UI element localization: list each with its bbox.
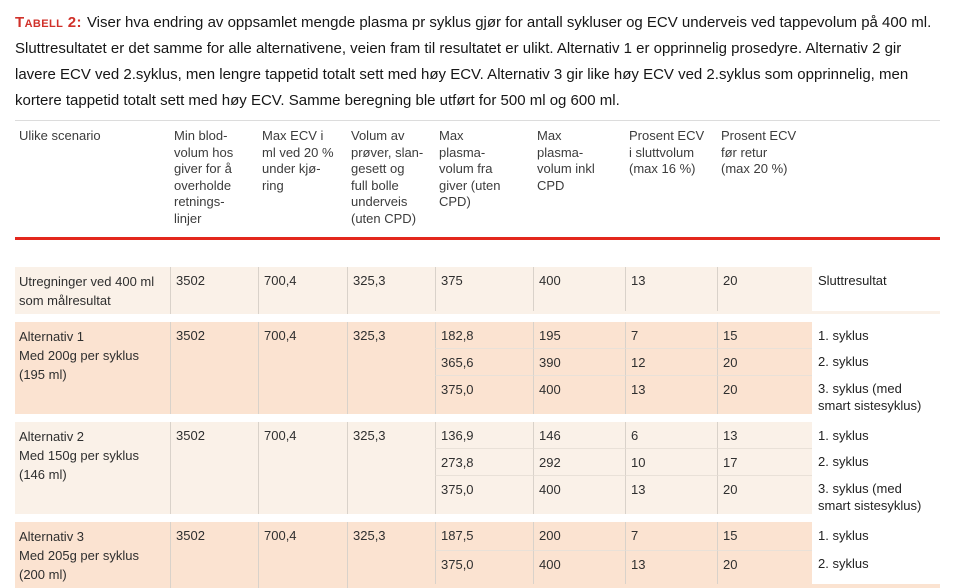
scenario-cell: Alternativ 3 Med 205g per syklus (200 ml… <box>19 529 139 582</box>
plasma-uten-cpd-value: 273,8 <box>435 448 533 475</box>
col-header-ulike-scenario: Ulike scenario <box>19 128 101 143</box>
cycle-row: 273,8 292 10 17 2. syklus <box>435 448 940 475</box>
prosent-ecv-sluttvolum-value: 13 <box>625 475 717 514</box>
max-ecv-value: 700,4 <box>258 267 347 314</box>
data-table: Ulike scenario Min blod- volum hos giver… <box>15 120 940 588</box>
prosent-ecv-for-retur-value: 20 <box>717 348 812 375</box>
plasma-uten-cpd-value: 375,0 <box>435 550 533 584</box>
prosent-ecv-sluttvolum-value: 7 <box>625 322 717 348</box>
prosent-ecv-for-retur-value: 13 <box>717 422 812 448</box>
plasma-uten-cpd-value: 365,6 <box>435 348 533 375</box>
plasma-uten-cpd-value: 375,0 <box>435 475 533 514</box>
min-blodvolum-value: 3502 <box>170 422 258 514</box>
plasma-inkl-cpd-value: 400 <box>533 375 625 414</box>
col-header-max-plasma-uten-cpd: Max plasma- volum fra giver (uten CPD) <box>439 128 501 209</box>
prosent-ecv-for-retur-value: 20 <box>717 375 812 414</box>
col-header-max-plasma-inkl-cpd: Max plasma- volum inkl CPD <box>537 128 595 193</box>
volum-prover-value: 325,3 <box>347 267 435 314</box>
prosent-ecv-sluttvolum-value: 7 <box>625 522 717 550</box>
col-header-volum-prover: Volum av prøver, slan- gesett og full bo… <box>351 128 424 226</box>
scenario-cell: Utregninger ved 400 ml som målresultat <box>19 274 155 308</box>
cycle-row: 182,8 195 7 15 1. syklus <box>435 322 940 348</box>
min-blodvolum-value: 3502 <box>170 522 258 588</box>
plasma-uten-cpd-value: 182,8 <box>435 322 533 348</box>
plasma-uten-cpd-value: 375 <box>435 267 533 311</box>
plasma-uten-cpd-value: 136,9 <box>435 422 533 448</box>
scenario-cell: Alternativ 2 Med 150g per syklus (146 ml… <box>19 429 139 482</box>
table-row-alternativ-3: Alternativ 3 Med 205g per syklus (200 ml… <box>15 522 940 588</box>
table-row-utregninger-400ml: Utregninger ved 400 ml som målresultat 3… <box>15 267 940 314</box>
min-blodvolum-value: 3502 <box>170 267 258 314</box>
table-row-alternativ-2: Alternativ 2 Med 150g per syklus (146 ml… <box>15 422 940 514</box>
prosent-ecv-sluttvolum-value: 13 <box>625 375 717 414</box>
prosent-ecv-sluttvolum-value: 6 <box>625 422 717 448</box>
cycle-row: 375,0 400 13 20 2. syklus <box>435 550 940 584</box>
col-header-min-blodvolum: Min blod- volum hos giver for å overhold… <box>174 128 234 226</box>
cycle-label: 2. syklus <box>812 348 940 375</box>
plasma-inkl-cpd-value: 400 <box>533 267 625 311</box>
plasma-inkl-cpd-value: 390 <box>533 348 625 375</box>
max-ecv-value: 700,4 <box>258 422 347 514</box>
volum-prover-value: 325,3 <box>347 322 435 414</box>
volum-prover-value: 325,3 <box>347 422 435 514</box>
cycle-label: 1. syklus <box>812 422 940 448</box>
col-header-max-ecv: Max ECV i ml ved 20 % under kjø- ring <box>262 128 334 193</box>
plasma-inkl-cpd-value: 400 <box>533 475 625 514</box>
max-ecv-value: 700,4 <box>258 322 347 414</box>
scenario-cell: Alternativ 1 Med 200g per syklus (195 ml… <box>19 329 139 382</box>
table-caption: Tabell 2: Viser hva endring av oppsamlet … <box>15 10 944 114</box>
volum-prover-value: 325,3 <box>347 522 435 588</box>
cycle-label: 2. syklus <box>812 448 940 475</box>
cycle-label: 3. syklus (med smart sistesyklus) <box>812 475 940 514</box>
caption-label: Tabell 2: <box>15 14 82 31</box>
cycle-subtable: 375 400 13 20 Sluttresultat <box>435 267 940 314</box>
caption-text: Viser hva endring av oppsamlet mengde pl… <box>15 14 932 109</box>
prosent-ecv-sluttvolum-value: 13 <box>625 550 717 584</box>
plasma-inkl-cpd-value: 292 <box>533 448 625 475</box>
prosent-ecv-for-retur-value: 20 <box>717 267 812 311</box>
plasma-inkl-cpd-value: 195 <box>533 322 625 348</box>
cycle-label: 3. syklus (med smart sistesyklus) <box>812 375 940 414</box>
cycle-label: 1. syklus <box>812 322 940 348</box>
cycle-row: 375,0 400 13 20 3. syklus (med smart sis… <box>435 375 940 414</box>
max-ecv-value: 700,4 <box>258 522 347 588</box>
cycle-subtable: 136,9 146 6 13 1. syklus 273,8 292 10 17… <box>435 422 940 514</box>
cycle-row: 136,9 146 6 13 1. syklus <box>435 422 940 448</box>
prosent-ecv-sluttvolum-value: 10 <box>625 448 717 475</box>
cycle-label: 2. syklus <box>812 550 940 584</box>
prosent-ecv-for-retur-value: 15 <box>717 322 812 348</box>
table-header-row: Ulike scenario Min blod- volum hos giver… <box>15 120 940 240</box>
cycle-label: Sluttresultat <box>812 267 940 311</box>
plasma-inkl-cpd-value: 400 <box>533 550 625 584</box>
cycle-label: 1. syklus <box>812 522 940 550</box>
prosent-ecv-for-retur-value: 20 <box>717 550 812 584</box>
prosent-ecv-for-retur-value: 15 <box>717 522 812 550</box>
plasma-uten-cpd-value: 187,5 <box>435 522 533 550</box>
cycle-row: 375,0 400 13 20 3. syklus (med smart sis… <box>435 475 940 514</box>
min-blodvolum-value: 3502 <box>170 322 258 414</box>
col-header-prosent-ecv-for-retur: Prosent ECV før retur (max 20 %) <box>721 128 797 176</box>
cycle-subtable: 182,8 195 7 15 1. syklus 365,6 390 12 20… <box>435 322 940 414</box>
plasma-uten-cpd-value: 375,0 <box>435 375 533 414</box>
cycle-subtable: 187,5 200 7 15 1. syklus 375,0 400 13 20… <box>435 522 940 588</box>
prosent-ecv-sluttvolum-value: 13 <box>625 267 717 311</box>
plasma-inkl-cpd-value: 146 <box>533 422 625 448</box>
prosent-ecv-sluttvolum-value: 12 <box>625 348 717 375</box>
cycle-row: 365,6 390 12 20 2. syklus <box>435 348 940 375</box>
plasma-inkl-cpd-value: 200 <box>533 522 625 550</box>
cycle-row: 187,5 200 7 15 1. syklus <box>435 522 940 550</box>
cycle-row: 375 400 13 20 Sluttresultat <box>435 267 940 311</box>
table-row-alternativ-1: Alternativ 1 Med 200g per syklus (195 ml… <box>15 322 940 414</box>
prosent-ecv-for-retur-value: 17 <box>717 448 812 475</box>
col-header-prosent-ecv-sluttvolum: Prosent ECV i sluttvolum (max 16 %) <box>629 128 705 176</box>
prosent-ecv-for-retur-value: 20 <box>717 475 812 514</box>
